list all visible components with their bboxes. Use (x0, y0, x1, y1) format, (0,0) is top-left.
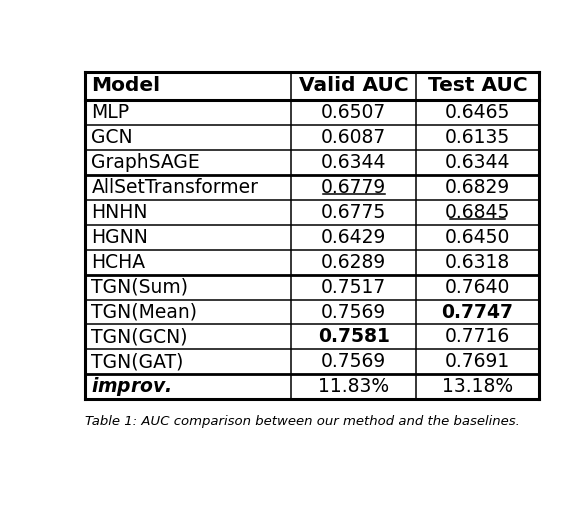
Text: Test AUC: Test AUC (428, 76, 527, 95)
Text: 0.6775: 0.6775 (321, 203, 386, 222)
Text: GraphSAGE: GraphSAGE (91, 153, 200, 172)
Text: GCN: GCN (91, 128, 133, 147)
Text: 0.6135: 0.6135 (445, 128, 510, 147)
Text: 0.7716: 0.7716 (445, 327, 510, 346)
Text: 0.6087: 0.6087 (321, 128, 386, 147)
Text: 0.7569: 0.7569 (321, 303, 386, 322)
Text: 0.7581: 0.7581 (318, 327, 390, 346)
Text: 0.7569: 0.7569 (321, 353, 386, 372)
Text: 0.7517: 0.7517 (321, 278, 386, 297)
Text: 0.6465: 0.6465 (445, 103, 510, 122)
Text: Valid AUC: Valid AUC (299, 76, 408, 95)
Text: 0.7747: 0.7747 (441, 303, 513, 322)
Text: 0.6450: 0.6450 (445, 228, 510, 247)
Text: 0.6845: 0.6845 (445, 203, 510, 222)
Text: AllSetTransformer: AllSetTransformer (91, 178, 258, 197)
Text: HNHN: HNHN (91, 203, 148, 222)
Text: TGN(GCN): TGN(GCN) (91, 327, 188, 346)
Text: TGN(Mean): TGN(Mean) (91, 303, 197, 322)
Text: MLP: MLP (91, 103, 130, 122)
Text: 0.7640: 0.7640 (445, 278, 510, 297)
Text: 13.18%: 13.18% (442, 377, 513, 396)
Text: 0.6318: 0.6318 (445, 253, 510, 271)
Text: 0.6344: 0.6344 (445, 153, 510, 172)
Text: 0.6289: 0.6289 (321, 253, 386, 271)
Text: 0.6829: 0.6829 (445, 178, 510, 197)
Text: $\bfit{improv.}$: $\bfit{improv.}$ (91, 375, 172, 398)
Text: 0.6779: 0.6779 (321, 178, 386, 197)
Text: TGN(Sum): TGN(Sum) (91, 278, 189, 297)
Text: Table 1: AUC comparison between our method and the baselines.: Table 1: AUC comparison between our meth… (84, 415, 519, 428)
Text: 11.83%: 11.83% (318, 377, 389, 396)
Text: Model: Model (91, 76, 161, 95)
Text: 0.6429: 0.6429 (321, 228, 386, 247)
Text: HGNN: HGNN (91, 228, 148, 247)
Text: 0.7691: 0.7691 (445, 353, 510, 372)
Text: TGN(GAT): TGN(GAT) (91, 353, 184, 372)
Text: HCHA: HCHA (91, 253, 145, 271)
Text: 0.6507: 0.6507 (321, 103, 386, 122)
Text: 0.6344: 0.6344 (321, 153, 386, 172)
